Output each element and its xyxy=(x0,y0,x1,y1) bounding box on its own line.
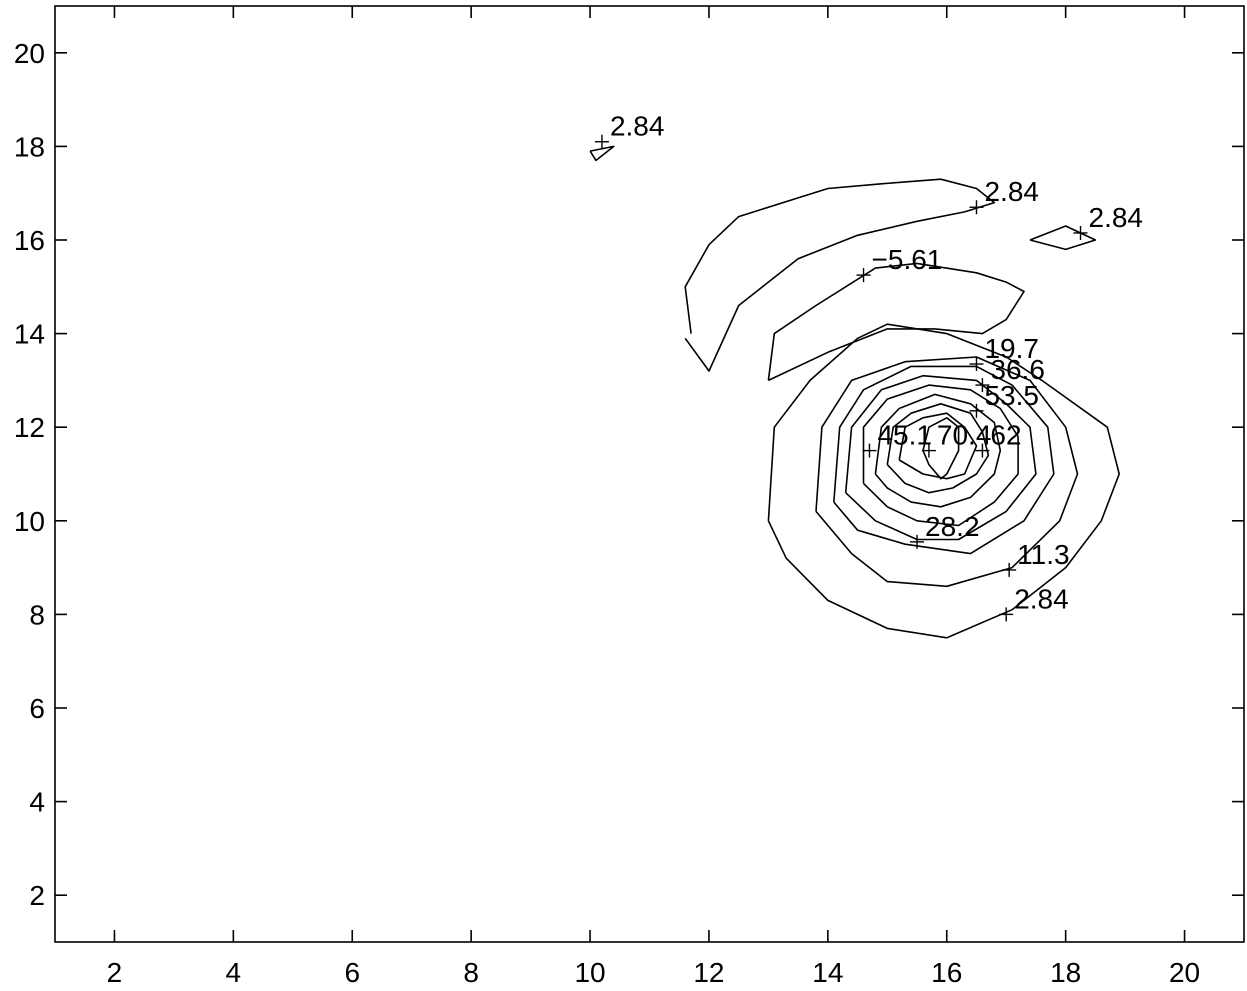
contour-label-3: −5.61 xyxy=(856,244,943,283)
y-tick-label: 20 xyxy=(14,38,45,69)
x-tick-label: 16 xyxy=(931,957,962,988)
x-tick-label: 6 xyxy=(344,957,360,988)
contour-label-text: 70.4 xyxy=(937,420,992,451)
contour-line-11 xyxy=(898,412,978,480)
plot-frame xyxy=(54,5,1245,943)
contour-lines xyxy=(589,145,1120,639)
y-axis: 2 4 6 8 10 12 14 16 18 20 xyxy=(14,38,1244,911)
contour-label-12: 2.84 xyxy=(999,583,1069,622)
contour-label-0: 2.84 xyxy=(594,111,665,149)
y-tick-label: 14 xyxy=(14,319,45,350)
contour-label-text: −5.61 xyxy=(872,244,943,275)
contour-label-9: 62 xyxy=(975,420,1022,458)
contour-line-1 xyxy=(684,178,996,372)
y-tick-label: 6 xyxy=(29,693,45,724)
contour-label-text: 2.84 xyxy=(984,176,1039,207)
contour-label-2: 2.84 xyxy=(1073,202,1144,240)
contour-line-2 xyxy=(1029,225,1097,251)
y-tick-label: 16 xyxy=(14,225,45,256)
contour-label-text: 2.84 xyxy=(610,111,665,142)
y-tick-label: 8 xyxy=(29,599,45,630)
contour-label-text: 62 xyxy=(990,420,1021,451)
contour-label-text: 36.6 xyxy=(990,354,1044,385)
contour-line-8 xyxy=(862,384,1019,527)
contour-label-5: 36.6 xyxy=(975,354,1045,393)
y-tick-label: 4 xyxy=(29,787,45,818)
contour-label-11: 11.3 xyxy=(1002,539,1070,577)
x-tick-label: 14 xyxy=(812,957,843,988)
contour-label-10: 28.2 xyxy=(910,511,980,549)
contour-label-text: 19.7 xyxy=(984,333,1039,364)
y-tick-label: 10 xyxy=(14,506,45,537)
contour-labels: 2.84 2.84 2.84 −5.61 19.736.653.5 45.1 70.4 62 2… xyxy=(594,111,1144,622)
x-tick-label: 8 xyxy=(463,957,479,988)
contour-line-0 xyxy=(589,145,615,162)
x-tick-label: 4 xyxy=(226,957,242,988)
contour-label-text: 45.1 xyxy=(877,420,932,451)
x-tick-label: 10 xyxy=(574,957,605,988)
contour-label-6: 53.5 xyxy=(969,380,1039,418)
contour-label-7: 45.1 xyxy=(862,420,932,458)
contour-label-text: 28.2 xyxy=(925,511,980,542)
x-tick-label: 20 xyxy=(1169,957,1200,988)
x-tick-label: 2 xyxy=(107,957,123,988)
contour-line-5 xyxy=(815,356,1079,588)
contour-label-text: 2.84 xyxy=(1089,202,1144,233)
contour-line-12 xyxy=(922,416,960,480)
contour-label-4: 19.7 xyxy=(969,333,1039,372)
x-tick-label: 12 xyxy=(693,957,724,988)
x-tick-label: 18 xyxy=(1050,957,1081,988)
contour-label-text: 2.84 xyxy=(1014,583,1068,614)
y-tick-label: 18 xyxy=(14,131,45,162)
contour-line-3 xyxy=(767,262,1025,382)
contour-line-6 xyxy=(833,365,1055,555)
contour-line-10 xyxy=(886,402,990,494)
contour-label-text: 53.5 xyxy=(984,380,1039,411)
x-axis: 2 4 6 8 10 12 14 16 18 20 xyxy=(107,6,1200,988)
contour-line-9 xyxy=(874,393,1002,508)
contour-label-1: 2.84 xyxy=(969,176,1039,215)
contour-label-text: 11.3 xyxy=(1017,539,1069,570)
contour-line-4 xyxy=(767,323,1120,639)
y-tick-label: 2 xyxy=(29,880,45,911)
y-tick-label: 12 xyxy=(14,412,45,443)
